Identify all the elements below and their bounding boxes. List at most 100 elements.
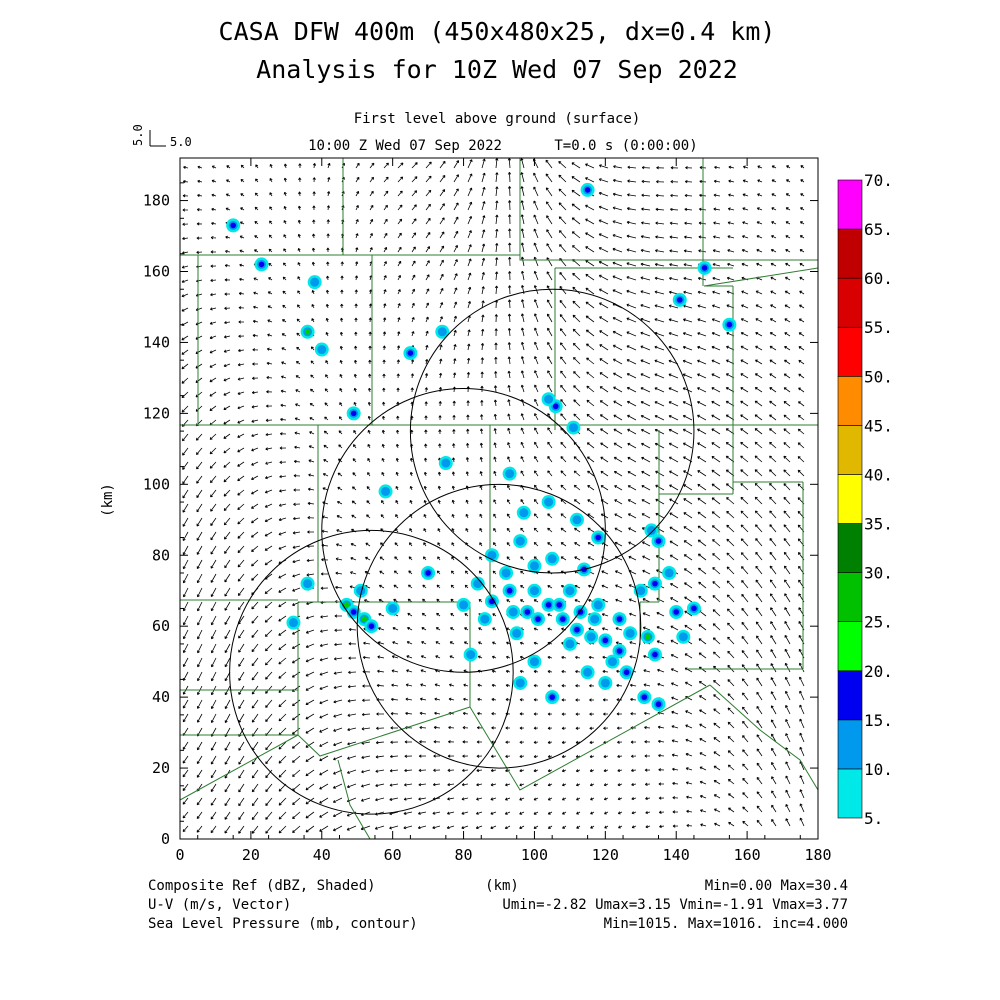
echo-core	[519, 508, 529, 518]
echo-core	[586, 632, 596, 642]
y-axis-label: (km)	[100, 483, 116, 517]
colorbar-label: 60.	[864, 269, 893, 288]
echo-peak	[535, 616, 541, 622]
footer-field-3-stats: Min=1015. Max=1016. inc=4.000	[604, 916, 848, 932]
colorbar-label: 5.	[864, 809, 883, 828]
colorbar-swatch	[837, 523, 863, 573]
echo-peak	[652, 580, 658, 587]
y-axis: 0 20 40 60 80 100 120 140 160 180	[143, 182, 818, 848]
valid-time: 10:00 Z Wed 07 Sep 2022	[308, 138, 502, 154]
echo-core	[678, 632, 688, 642]
echo-peak	[361, 616, 368, 622]
echo-core	[437, 327, 447, 337]
echo-core	[607, 657, 617, 667]
echo-core	[544, 394, 554, 404]
echo-peak	[407, 350, 414, 356]
echo-peak	[549, 694, 555, 700]
echo-core	[388, 603, 398, 613]
echo-peak	[616, 648, 623, 654]
colorbar-label: 50.	[864, 367, 893, 386]
colorbar-label: 45.	[864, 416, 893, 435]
echo-peak	[701, 265, 708, 271]
colorbar-label: 15.	[864, 711, 893, 730]
echo-peak	[595, 534, 602, 541]
echo-core	[512, 628, 522, 638]
colorbar-swatch	[837, 326, 863, 377]
reference-vector: 5.0 5.0	[131, 124, 192, 149]
echo-peak	[350, 609, 357, 615]
colorbar-swatch	[837, 425, 863, 475]
colorbar-label: 35.	[864, 515, 893, 534]
echo-core	[544, 497, 554, 507]
echo-peak	[652, 651, 658, 658]
colorbar-swatch	[837, 670, 863, 721]
y-tick-label: 40	[152, 688, 170, 706]
plot-frame	[179, 157, 819, 840]
echo-peak	[304, 328, 311, 335]
y-tick-label: 60	[152, 617, 170, 635]
y-tick-label: 160	[143, 263, 170, 281]
colorbar-swatch	[837, 768, 863, 819]
echo-peak	[425, 570, 431, 576]
y-tick-label: 20	[152, 759, 170, 777]
colorbar-label: 30.	[864, 564, 893, 583]
echo-core	[593, 600, 603, 610]
echo-peak	[350, 410, 357, 417]
echo-core	[317, 345, 327, 355]
colorbar-swatch	[837, 376, 863, 426]
echo-peak	[726, 321, 733, 328]
echo-peak	[524, 609, 531, 615]
echo-core	[441, 458, 451, 468]
ref-vector-value: 5.0	[131, 124, 145, 146]
radar-ring	[229, 529, 514, 815]
echo-core	[600, 678, 610, 688]
y-tick-label: 100	[143, 475, 170, 493]
colorbar-label: 10.	[864, 760, 893, 779]
echo-core	[505, 469, 515, 479]
radar-range-rings	[229, 288, 695, 815]
echo-peak	[676, 297, 683, 303]
colorbar-swatch	[837, 474, 863, 524]
x-tick-label: 0	[175, 846, 184, 864]
radar-ring	[356, 483, 642, 769]
x-tick-label: 80	[455, 846, 473, 864]
y-tick-label: 80	[152, 546, 170, 564]
echo-peak	[623, 669, 630, 676]
x-tick-label: 20	[242, 846, 260, 864]
echo-core	[565, 586, 575, 596]
echo-core	[664, 568, 674, 578]
echo-core	[356, 586, 366, 596]
echo-core	[625, 628, 635, 638]
footer-field-3: Sea Level Pressure (mb, contour)	[148, 916, 418, 932]
echo-peak	[673, 609, 680, 615]
wind-vector-field	[181, 158, 805, 834]
echo-peak	[343, 602, 350, 608]
echo-core	[501, 568, 511, 578]
x-tick-label: 60	[384, 846, 402, 864]
ref-vector-side: 5.0	[170, 135, 192, 149]
echo-peak	[574, 626, 580, 633]
footer-field-2-stats: Umin=-2.82 Umax=3.15 Vmin=-1.91 Vmax=3.7…	[502, 897, 848, 913]
echo-core	[529, 586, 539, 596]
echo-core	[547, 554, 557, 564]
y-tick-label: 120	[143, 404, 170, 422]
y-tick-label: 180	[143, 192, 170, 210]
echo-core	[572, 515, 582, 525]
echo-core	[310, 277, 320, 287]
colorbar: 5. 10. 15. 20. 25. 30. 35. 40. 45. 50. 55. 60. 65. 70…	[837, 171, 893, 828]
y-tick-label: 140	[143, 333, 170, 351]
echo-peak	[560, 616, 566, 622]
echo-core	[473, 579, 483, 589]
echo-core	[288, 618, 298, 628]
echo-core	[381, 486, 391, 496]
colorbar-swatch	[837, 719, 863, 770]
echo-core	[466, 650, 476, 660]
colorbar-label: 25.	[864, 613, 893, 632]
echo-core	[303, 579, 313, 589]
title-line-1: CASA DFW 400m (450x480x25, dx=0.4 km)	[219, 17, 776, 46]
y-tick-label: 0	[161, 830, 170, 848]
echo-core	[636, 586, 646, 596]
footer-field-1-stats: Min=0.00 Max=30.4	[705, 878, 848, 894]
echo-core	[529, 561, 539, 571]
colorbar-swatch	[837, 572, 863, 622]
